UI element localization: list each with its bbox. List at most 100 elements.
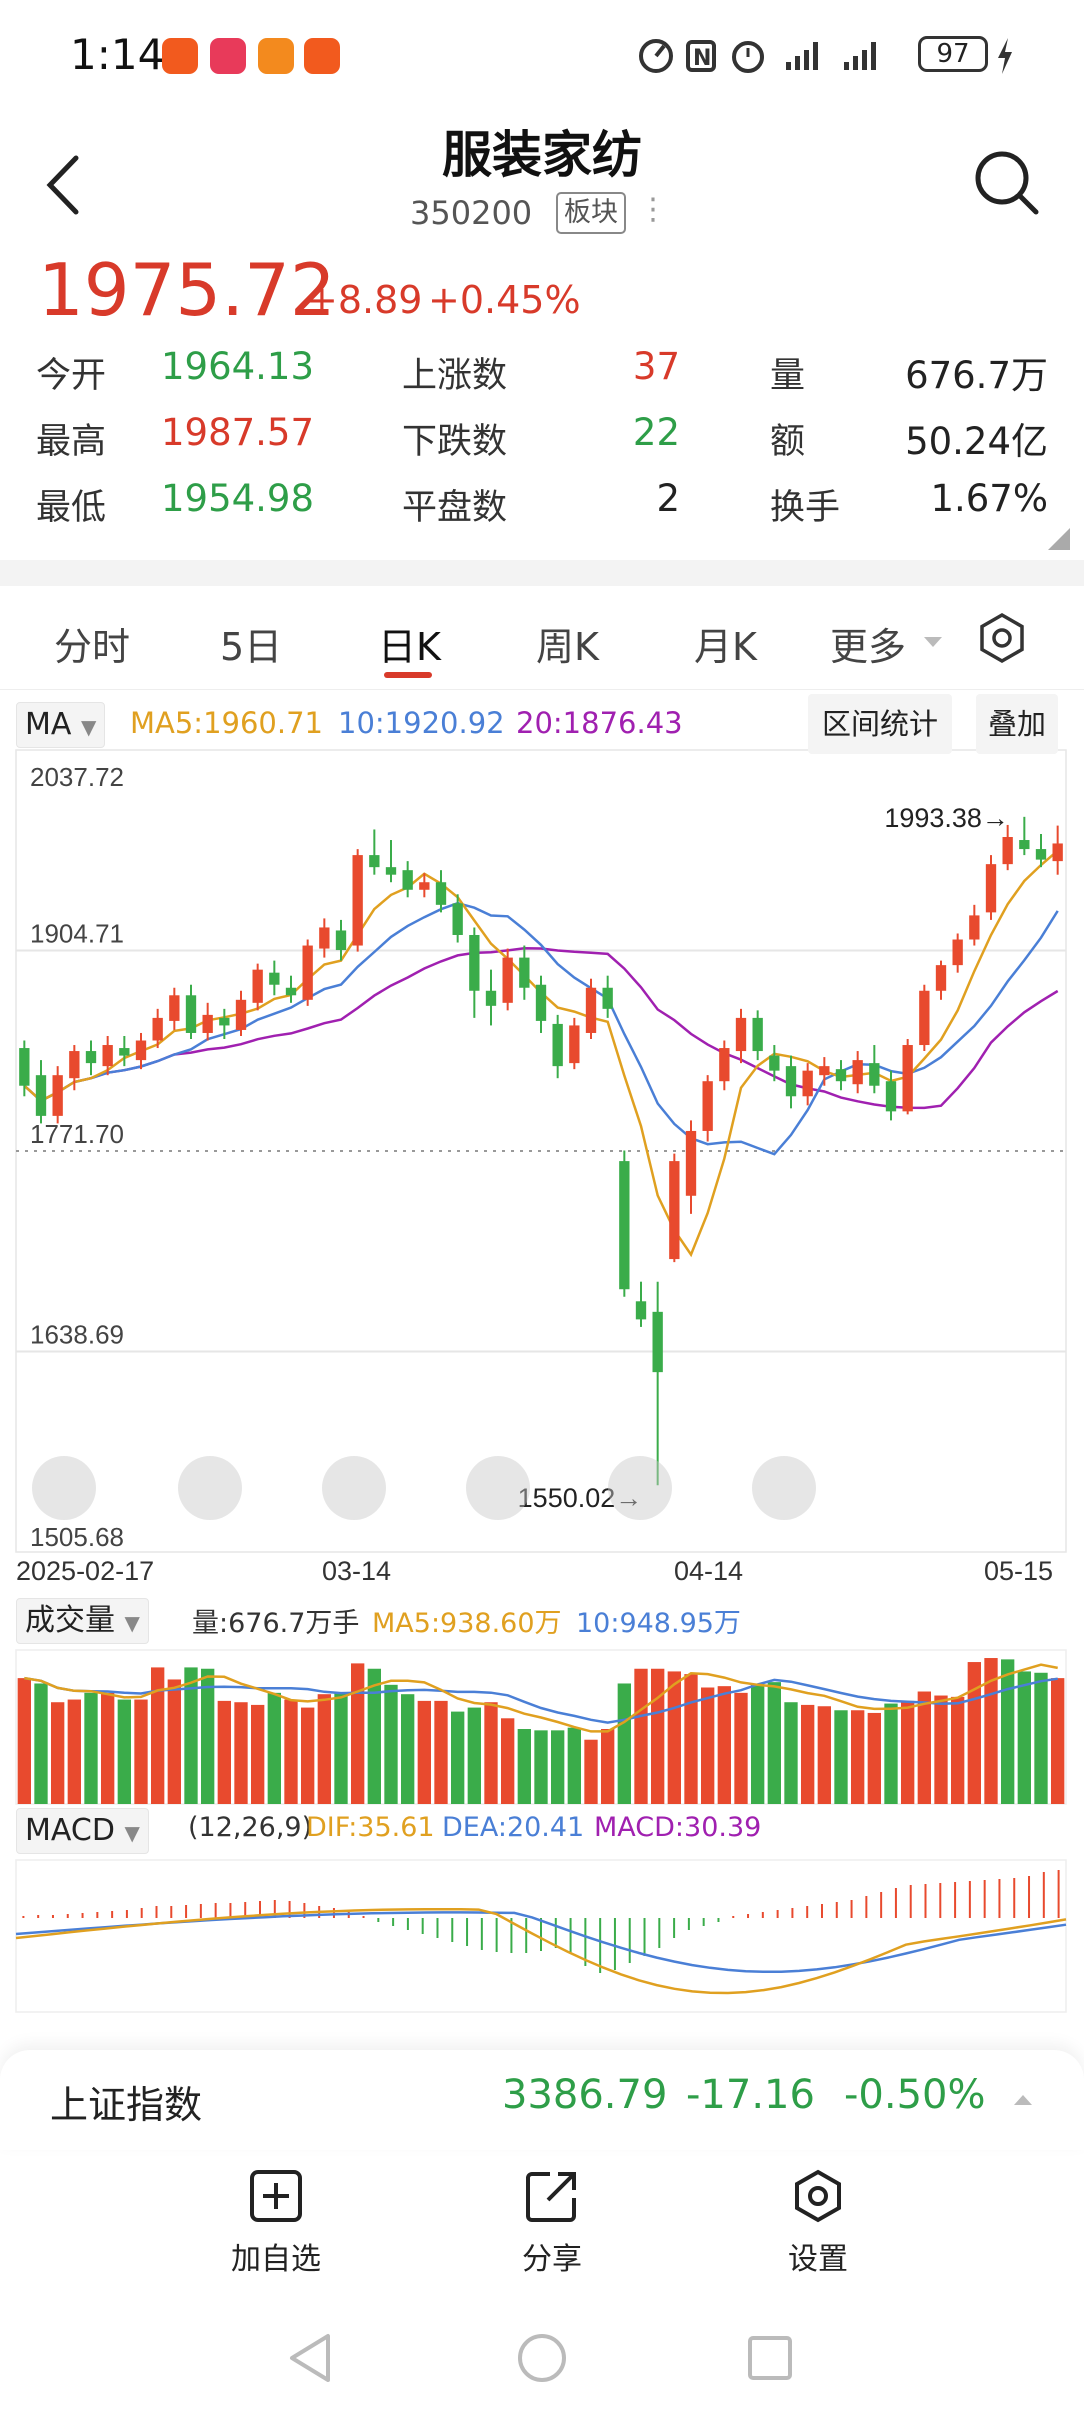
stat-label: 下跌数 bbox=[402, 422, 508, 462]
step-right-icon[interactable] bbox=[608, 1456, 672, 1520]
stat-value: 676.7万 bbox=[905, 354, 1048, 397]
notification-app-icon bbox=[258, 38, 294, 74]
nav-recents-icon[interactable] bbox=[746, 2334, 794, 2382]
tab-5day[interactable]: 5日 bbox=[220, 625, 283, 669]
volume-bar bbox=[251, 1704, 265, 1804]
volume-bar bbox=[1001, 1659, 1015, 1804]
volume-bar bbox=[151, 1667, 165, 1804]
volume-bar bbox=[167, 1679, 181, 1804]
nav-back-icon[interactable] bbox=[288, 2332, 334, 2384]
volume-bar bbox=[734, 1692, 748, 1804]
zoom-out-icon[interactable] bbox=[322, 1456, 386, 1520]
volume-bar bbox=[434, 1700, 448, 1804]
ma10-legend: 10:1920.92 bbox=[338, 706, 505, 740]
expand-corner-icon[interactable] bbox=[1046, 526, 1072, 552]
candle-body bbox=[1002, 837, 1013, 865]
candle-body bbox=[752, 1017, 763, 1052]
share-icon bbox=[526, 2172, 576, 2222]
overlay-button[interactable]: 叠加 bbox=[976, 694, 1058, 754]
volume-bar bbox=[767, 1682, 781, 1804]
volume-legend: 量:676.7万手 bbox=[192, 1608, 360, 1639]
title-bar: 服装家纺 350200 板块 ⋮ bbox=[0, 110, 1084, 250]
chevron-down-icon[interactable] bbox=[922, 634, 944, 650]
stat-label: 最高 bbox=[36, 422, 107, 462]
ma5-legend: MA5:1960.71 bbox=[130, 706, 324, 740]
candle-body bbox=[385, 867, 397, 875]
ma-selector-label: MA bbox=[25, 707, 72, 742]
back-arrow-icon[interactable] bbox=[44, 150, 84, 220]
candle-body bbox=[52, 1075, 63, 1116]
y-tick-label: 1505.68 bbox=[30, 1522, 124, 1552]
volume-bar bbox=[1017, 1671, 1031, 1804]
range-stats-button[interactable]: 区间统计 bbox=[808, 694, 952, 754]
y-tick-label: 1771.70 bbox=[30, 1119, 124, 1149]
share-button[interactable]: 分享 bbox=[482, 2168, 622, 2278]
volume-bar bbox=[67, 1699, 81, 1804]
settings-hexagon-icon[interactable] bbox=[976, 612, 1028, 664]
chevron-up-icon[interactable] bbox=[1012, 2092, 1034, 2108]
ma-selector[interactable]: MA ▼ bbox=[16, 702, 106, 748]
tab-weekly-k[interactable]: 周K bbox=[536, 625, 599, 669]
volume-bar bbox=[234, 1702, 248, 1804]
macd-selector[interactable]: MACD ▼ bbox=[16, 1808, 149, 1854]
fullscreen-icon[interactable] bbox=[752, 1456, 816, 1520]
candle-body bbox=[69, 1051, 80, 1079]
candle-body bbox=[452, 903, 463, 935]
candle-body bbox=[169, 995, 180, 1021]
index-ticker[interactable]: 上证指数 3386.79 -17.16 -0.50% bbox=[0, 2050, 1084, 2150]
candle-body bbox=[185, 995, 197, 1033]
stat-value: 1954.98 bbox=[160, 477, 314, 520]
stat-value: 2 bbox=[656, 477, 680, 520]
stat-value: 1.67% bbox=[930, 477, 1048, 520]
volume-ma5-line bbox=[24, 1663, 1058, 1733]
scroll-left-icon[interactable] bbox=[32, 1456, 96, 1520]
y-tick-label: 1638.69 bbox=[30, 1320, 124, 1350]
section-divider bbox=[0, 560, 1084, 586]
add-watchlist-button[interactable]: 加自选 bbox=[206, 2168, 346, 2278]
volume-bar bbox=[584, 1739, 598, 1804]
candle-body bbox=[202, 1014, 213, 1033]
candle-body bbox=[935, 965, 947, 991]
nav-home-icon[interactable] bbox=[516, 2332, 568, 2384]
volume-bar bbox=[601, 1729, 615, 1804]
candle-body bbox=[569, 1025, 580, 1064]
volume-bar bbox=[934, 1695, 948, 1804]
candle-body bbox=[219, 1017, 230, 1026]
stat-value: 1987.57 bbox=[160, 411, 314, 454]
macd-panel-frame bbox=[15, 1859, 1067, 2013]
more-dots-icon[interactable]: ⋮ bbox=[638, 192, 668, 227]
battery-indicator: 97 bbox=[918, 36, 988, 72]
tab-more[interactable]: 更多 bbox=[830, 625, 907, 669]
volume-bar bbox=[651, 1668, 665, 1804]
tab-monthly-k[interactable]: 月K bbox=[694, 625, 757, 669]
candle-body bbox=[535, 984, 547, 1021]
search-icon[interactable] bbox=[972, 148, 1042, 218]
volume-bar bbox=[367, 1668, 381, 1804]
stat-label: 平盘数 bbox=[402, 488, 508, 528]
ticker-name: 上证指数 bbox=[50, 2083, 203, 2127]
zoom-in-icon[interactable] bbox=[178, 1456, 242, 1520]
period-tabs: 分时 5日 日K 周K 月K 更多 bbox=[0, 586, 1084, 690]
stat-label: 换手 bbox=[770, 488, 841, 528]
stat-value: 50.24亿 bbox=[905, 420, 1048, 463]
candle-body bbox=[269, 972, 280, 985]
tab-intraday[interactable]: 分时 bbox=[54, 625, 131, 669]
candle-body bbox=[819, 1066, 830, 1076]
settings-button[interactable]: 设置 bbox=[748, 2168, 888, 2278]
step-left-icon[interactable] bbox=[466, 1456, 530, 1520]
volume-bar bbox=[867, 1712, 881, 1804]
candle-body bbox=[885, 1081, 897, 1112]
candle-body bbox=[119, 1048, 130, 1056]
volume-bar bbox=[351, 1663, 365, 1804]
volume-bar bbox=[284, 1699, 298, 1804]
volume-bar bbox=[334, 1692, 348, 1804]
volume-bar bbox=[784, 1702, 798, 1804]
kline-chart[interactable]: 2037.72 1904.71 1771.70 1638.69 1505.68 2025-… bbox=[0, 690, 1084, 2020]
candle-body bbox=[602, 987, 613, 1009]
candle-body bbox=[19, 1048, 30, 1086]
volume-bar bbox=[567, 1727, 581, 1804]
tab-daily-k[interactable]: 日K bbox=[378, 625, 441, 669]
ticker-pct: -0.50% bbox=[844, 2072, 986, 2118]
volume-selector[interactable]: 成交量 ▼ bbox=[16, 1598, 149, 1644]
notification-app-icon bbox=[162, 38, 198, 74]
